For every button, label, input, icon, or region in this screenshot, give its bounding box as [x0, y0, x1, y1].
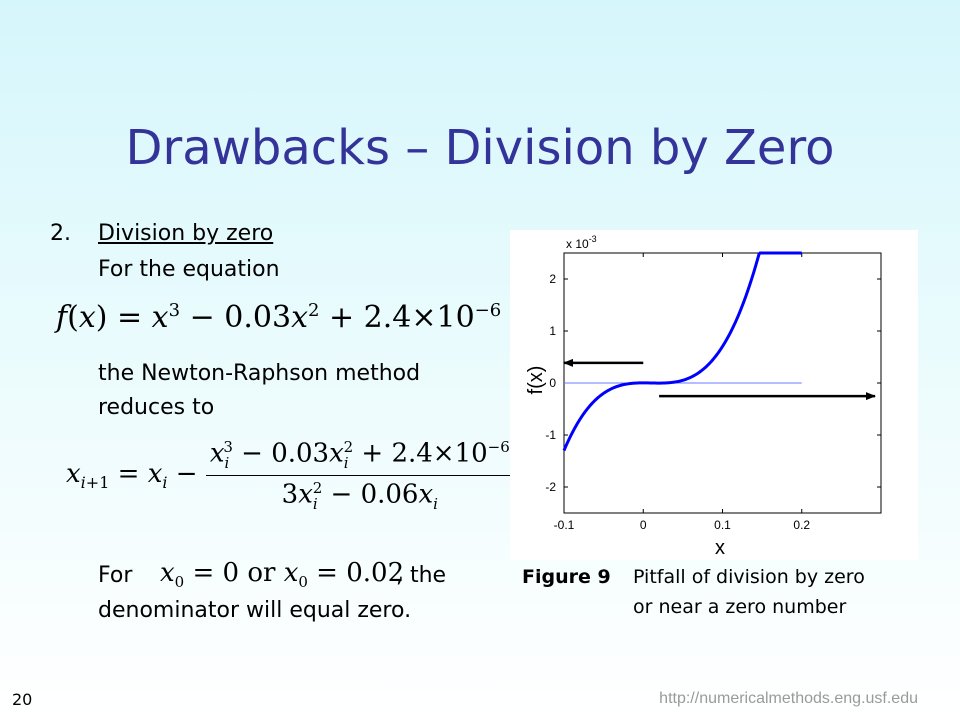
x-tick-label: 0.2 [793, 518, 810, 532]
equation-iteration: xi+1 = xi − xi3 − 0.03xi2 + 2.4×10−6 3xi… [66, 438, 514, 513]
y-ticks: 2 1 0 -1 -2 [545, 272, 881, 494]
list-number: 2. [50, 221, 71, 246]
figure-caption-line1: Pitfall of division by zero [633, 566, 865, 588]
slide-number: 20 [12, 690, 33, 709]
text-newton-raphson: the Newton-Raphson method [98, 361, 421, 386]
y-tick-label: 0 [549, 376, 556, 390]
text-reduces-to: reduces to [98, 395, 215, 420]
x-tick-label: 0.1 [714, 518, 731, 532]
slide-title: Drawbacks – Division by Zero [125, 120, 835, 176]
y-tick-label: 1 [549, 324, 556, 338]
y-axis-label: f(x) [525, 366, 547, 395]
y-scale-label: x 10-3 [566, 234, 597, 251]
equation-f: f(x) = x3 − 0.03x2 + 2.4×10−6 = 0 [56, 300, 565, 335]
equation-x0: x0 = 0 or x0 = 0.02 [160, 558, 405, 592]
footer-url: http://numericalmethods.eng.usf.edu [659, 690, 918, 707]
text-for-the-equation: For the equation [98, 257, 280, 282]
x-ticks: -0.1 0 0.1 0.2 [554, 253, 810, 532]
figure-caption-label: Figure 9 [522, 566, 611, 588]
figure-panel: 2 1 0 -1 -2 -0.1 0 0.1 0.2 x 10-3 x f(x) [510, 230, 918, 560]
figure-caption-line2: or near a zero number [633, 596, 847, 618]
y-tick-label: 2 [549, 272, 556, 286]
text-for: For [98, 563, 133, 588]
y-tick-label: -1 [545, 428, 556, 442]
x-tick-label: -0.1 [554, 518, 575, 532]
y-tick-label: -2 [545, 480, 556, 494]
text-denominator: denominator will equal zero. [98, 598, 412, 623]
section-heading: Division by zero [98, 221, 274, 246]
x-tick-label: 0 [640, 518, 647, 532]
function-plot: 2 1 0 -1 -2 -0.1 0 0.1 0.2 x 10-3 x f(x) [525, 234, 882, 559]
text-comma-the: , the [396, 563, 447, 588]
function-curve [562, 251, 802, 452]
x-axis-label: x [715, 537, 725, 559]
